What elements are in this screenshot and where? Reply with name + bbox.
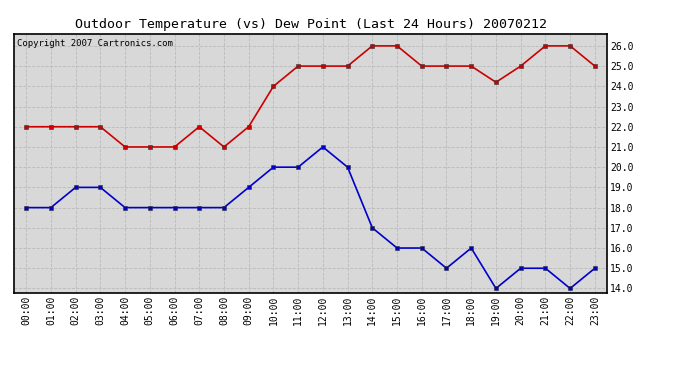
Text: Copyright 2007 Cartronics.com: Copyright 2007 Cartronics.com [17,39,172,48]
Title: Outdoor Temperature (vs) Dew Point (Last 24 Hours) 20070212: Outdoor Temperature (vs) Dew Point (Last… [75,18,546,31]
